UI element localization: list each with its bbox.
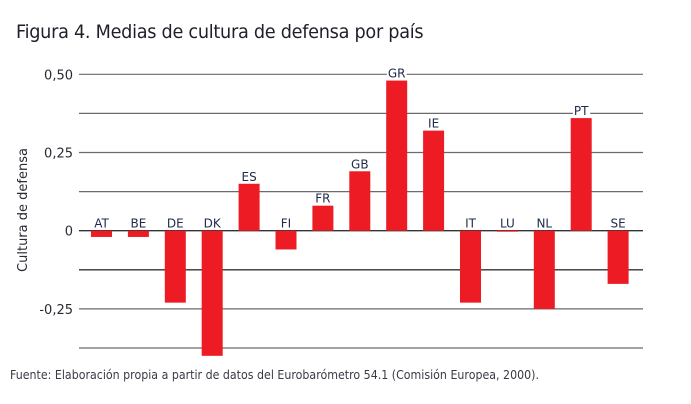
category-label-de: DE	[167, 217, 184, 231]
label-background	[165, 217, 185, 230]
bar-dk	[201, 230, 223, 356]
category-label-se: SE	[610, 217, 625, 231]
label-background	[350, 158, 370, 171]
label-background	[93, 217, 111, 230]
label-background	[498, 217, 516, 230]
chart-title: Figura 4. Medias de cultura de defensa p…	[16, 21, 424, 43]
label-background	[572, 105, 591, 118]
bar-gr	[386, 80, 408, 231]
category-label-pt: PT	[574, 104, 589, 118]
label-background	[464, 217, 478, 230]
bar-fi	[275, 230, 297, 250]
y-tick-label: 0	[65, 225, 73, 240]
bar-ie	[423, 130, 445, 231]
category-labels: AT BE DE DK ES FI FR GB GR IE IT LU NL PT SE	[93, 67, 627, 231]
bar-fr	[312, 205, 334, 231]
bar-be	[127, 230, 149, 237]
label-background	[279, 217, 293, 230]
label-background	[609, 217, 627, 230]
category-label-nl: NL	[536, 217, 552, 231]
bar-se	[607, 230, 629, 284]
label-background	[129, 217, 148, 230]
bar-it	[460, 230, 481, 303]
label-background	[427, 117, 441, 130]
category-label-it: IT	[465, 217, 477, 231]
bar-at	[91, 230, 112, 237]
y-tick-label: -0,25	[39, 303, 73, 318]
category-label-fr: FR	[315, 192, 330, 206]
category-label-dk: DK	[204, 217, 222, 231]
category-label-gb: GB	[351, 157, 369, 171]
bar-gb	[349, 171, 371, 231]
y-axis-ticks: 0,50 0,25 0 -0,25	[39, 68, 73, 318]
y-tick-label: 0,50	[44, 68, 73, 83]
bar-nl	[533, 230, 555, 309]
category-label-fi: FI	[281, 217, 291, 231]
label-background	[314, 192, 332, 205]
bar-pt	[570, 118, 592, 231]
y-tick-label: 0,25	[44, 147, 73, 162]
label-background	[202, 217, 223, 230]
source-note: Fuente: Elaboración propia a partir de d…	[10, 368, 539, 382]
category-label-ie: IE	[428, 117, 439, 131]
category-label-at: AT	[94, 217, 109, 231]
label-background	[240, 170, 258, 183]
bar-de	[164, 230, 186, 303]
y-axis-label: Cultura de defensa	[16, 148, 31, 272]
bars	[91, 80, 629, 356]
category-label-es: ES	[241, 170, 256, 184]
category-label-lu: LU	[500, 217, 515, 231]
label-background	[386, 67, 407, 80]
bar-lu	[496, 230, 518, 232]
category-label-gr: GR	[388, 67, 406, 81]
label-background	[535, 217, 554, 230]
category-label-be: BE	[130, 217, 146, 231]
bar-es	[238, 183, 260, 231]
